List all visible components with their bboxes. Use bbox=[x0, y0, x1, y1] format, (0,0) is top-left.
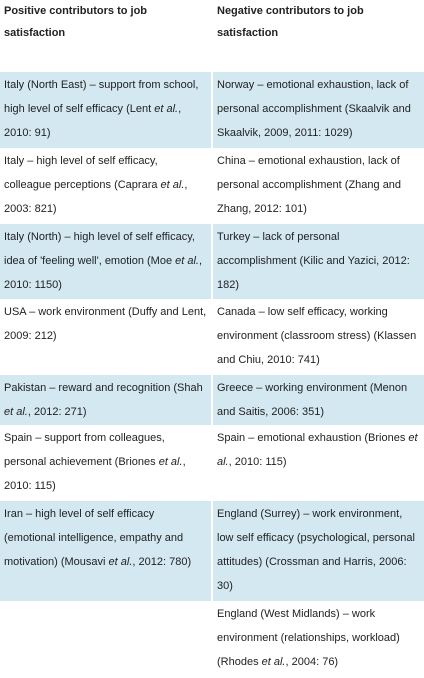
cell-text: , 2012: 271) bbox=[27, 406, 87, 418]
citation-et-al: et al. bbox=[217, 432, 418, 468]
table-row: England (West Midlands) – work environme… bbox=[0, 601, 424, 677]
cell-text: China – emotional exhaustion, lack of pe… bbox=[217, 155, 402, 215]
table-row: Spain – support from colleagues, persona… bbox=[0, 425, 424, 501]
positive-contributor-cell: Spain – support from colleagues, persona… bbox=[0, 425, 212, 501]
cell-text: Greece – working environment (Menon and … bbox=[217, 382, 408, 418]
positive-contributor-cell: Italy (North) – high level of self effic… bbox=[0, 224, 212, 299]
negative-contributor-cell: England (Surrey) – work environment, low… bbox=[211, 501, 424, 601]
cell-text: , 2010: 91) bbox=[4, 103, 182, 139]
citation-et-al: et al. bbox=[261, 656, 286, 668]
positive-contributor-cell bbox=[0, 601, 212, 677]
negative-contributor-cell: China – emotional exhaustion, lack of pe… bbox=[211, 148, 424, 224]
citation-et-al: et al. bbox=[175, 255, 199, 267]
cell-text: Pakistan – reward and recognition (Shah bbox=[4, 382, 203, 394]
negative-contributor-cell: Turkey – lack of personal accomplishment… bbox=[211, 224, 424, 299]
negative-contributors-header: Negative contributors to job satisfactio… bbox=[211, 0, 424, 72]
cell-text: , 2010: 115) bbox=[228, 456, 287, 468]
negative-contributor-cell: Spain – emotional exhaustion (Briones et… bbox=[211, 425, 424, 501]
cell-text: , 2004: 76) bbox=[285, 656, 339, 668]
citation-et-al: et al. bbox=[108, 556, 133, 568]
positive-contributor-cell: Iran – high level of self efficacy (emot… bbox=[0, 501, 212, 601]
table-body: Italy (North East) – support from school… bbox=[0, 72, 424, 677]
table-row: Pakistan – reward and recognition (Shah … bbox=[0, 375, 424, 425]
table-row: Italy – high level of self efficacy, col… bbox=[0, 148, 424, 224]
citation-et-al: et al. bbox=[160, 179, 185, 191]
negative-contributor-cell: Greece – working environment (Menon and … bbox=[211, 375, 424, 425]
negative-contributor-cell: Norway – emotional exhaustion, lack of p… bbox=[211, 72, 424, 148]
cell-text: Italy (North) – high level of self effic… bbox=[4, 231, 195, 267]
cell-text: Iran – high level of self efficacy (emot… bbox=[4, 508, 184, 568]
table-row: Iran – high level of self efficacy (emot… bbox=[0, 501, 424, 601]
cell-text: , 2010: 115) bbox=[4, 456, 186, 492]
cell-text: England (West Midlands) – work environme… bbox=[217, 608, 400, 668]
positive-contributor-cell: Italy – high level of self efficacy, col… bbox=[0, 148, 212, 224]
positive-contributor-cell: USA – work environment (Duffy and Lent, … bbox=[0, 299, 212, 375]
table-row: Italy (North East) – support from school… bbox=[0, 72, 424, 148]
cell-text: Canada – low self efficacy, working envi… bbox=[217, 306, 417, 366]
citation-et-al: et al. bbox=[154, 103, 179, 115]
positive-contributor-cell: Italy (North East) – support from school… bbox=[0, 72, 212, 148]
cell-text: Norway – emotional exhaustion, lack of p… bbox=[217, 79, 411, 139]
cell-text: USA – work environment (Duffy and Lent, … bbox=[4, 306, 207, 342]
table-row: Italy (North) – high level of self effic… bbox=[0, 224, 424, 299]
cell-text: , 2003: 821) bbox=[4, 179, 188, 215]
positive-contributor-cell: Pakistan – reward and recognition (Shah … bbox=[0, 375, 212, 425]
cell-text: Italy (North East) – support from school… bbox=[4, 79, 199, 115]
cell-text: Spain – emotional exhaustion (Briones bbox=[217, 432, 409, 444]
cell-text: England (Surrey) – work environment, low… bbox=[217, 508, 415, 592]
negative-contributor-cell: England (West Midlands) – work environme… bbox=[211, 601, 424, 677]
table-row: USA – work environment (Duffy and Lent, … bbox=[0, 299, 424, 375]
citation-et-al: et al. bbox=[4, 406, 28, 418]
cell-text: Italy – high level of self efficacy, col… bbox=[4, 155, 161, 191]
cell-text: , 2012: 780) bbox=[132, 556, 192, 568]
citation-et-al: et al. bbox=[158, 456, 183, 468]
table-header-row: Positive contributors to job satisfactio… bbox=[0, 0, 424, 72]
negative-contributor-cell: Canada – low self efficacy, working envi… bbox=[211, 299, 424, 375]
cell-text: , 2010: 1150) bbox=[4, 255, 203, 291]
cell-text: Turkey – lack of personal accomplishment… bbox=[217, 231, 410, 291]
positive-contributors-header: Positive contributors to job satisfactio… bbox=[4, 5, 148, 39]
cell-text: Spain – support from colleagues, persona… bbox=[4, 432, 165, 468]
